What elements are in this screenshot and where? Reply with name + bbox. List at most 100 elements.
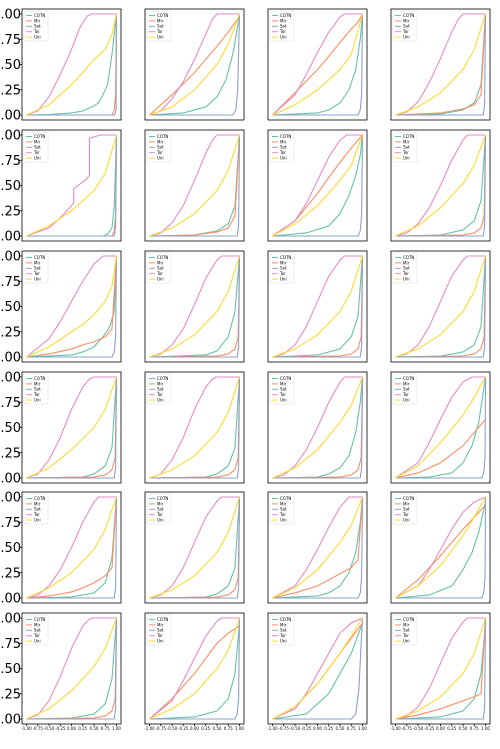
- legend-label-cotn: COTN: [403, 134, 414, 139]
- series-cotn: [272, 622, 364, 720]
- legend-box: [23, 373, 49, 405]
- x-tick-label: 0.25: [78, 726, 87, 731]
- series-sat: [272, 496, 364, 599]
- series-cotn: [272, 376, 364, 479]
- legend-label-tor: Tor: [402, 633, 409, 638]
- legend-label-mir: Mir: [157, 139, 164, 144]
- axes-frame: [144, 491, 245, 604]
- legend-label-tor: Tor: [279, 392, 286, 397]
- legend-label-mir: Mir: [157, 622, 164, 627]
- legend-label-sat: Sat: [157, 387, 164, 392]
- y-tick-label: 0.00: [0, 592, 21, 607]
- x-tick-label: 0.75: [224, 726, 233, 731]
- series-sat: [272, 13, 364, 116]
- legend-label-sat: Sat: [403, 507, 410, 512]
- axes-frame: [390, 371, 491, 484]
- legend-label-tor: Tor: [279, 633, 286, 638]
- legend-label-cotn: COTN: [403, 255, 414, 260]
- y-tick-label: 0.00: [0, 351, 21, 366]
- series-mir: [149, 134, 241, 237]
- y-tick-label: 0.75: [0, 516, 21, 531]
- legend-label-uni: Uni: [157, 518, 164, 523]
- series-uni: [149, 255, 241, 358]
- legend-box: [23, 131, 49, 163]
- legend-label-mir: Mir: [280, 139, 287, 144]
- series-cotn: [26, 255, 118, 358]
- series-cotn: [26, 13, 118, 116]
- x-tick-label: -0.75: [33, 726, 44, 731]
- legend-label-cotn: COTN: [280, 376, 291, 381]
- legend-label-sat: Sat: [34, 145, 41, 150]
- legend-box: [269, 252, 295, 284]
- series-mir: [149, 15, 240, 116]
- legend-label-sat: Sat: [280, 145, 287, 150]
- series-tor: [26, 376, 117, 479]
- series-cotn: [395, 501, 487, 599]
- y-tick-label: 0.00: [0, 713, 21, 728]
- legend-box: [392, 252, 418, 284]
- legend-label-mir: Mir: [157, 381, 164, 386]
- legend-label-cotn: COTN: [280, 13, 291, 18]
- legend-box: [269, 493, 295, 525]
- legend-label-uni: Uni: [403, 398, 410, 403]
- series-mir: [272, 134, 363, 237]
- x-tick-label: -0.25: [178, 726, 189, 731]
- y-tick-label: 0.50: [0, 300, 21, 315]
- x-tick-label: 0.50: [90, 726, 99, 731]
- y-tick-label: 0.50: [0, 179, 21, 194]
- legend-label-tor: Tor: [156, 512, 163, 517]
- series-uni: [395, 496, 486, 599]
- legend-label-mir: Mir: [157, 18, 164, 23]
- x-tick-label: 0.25: [324, 726, 333, 731]
- legend-label-cotn: COTN: [34, 376, 45, 381]
- legend-label-uni: Uni: [34, 398, 41, 403]
- legend-box: [392, 493, 418, 525]
- series-cotn: [395, 376, 487, 479]
- legend-label-tor: Tor: [33, 633, 40, 638]
- legend-label-cotn: COTN: [34, 134, 45, 139]
- legend-box: [23, 493, 49, 525]
- legend-label-uni: Uni: [34, 277, 41, 282]
- series-sat: [149, 13, 241, 116]
- y-tick-label: 0.50: [0, 541, 21, 556]
- legend-label-sat: Sat: [403, 628, 410, 633]
- legend-label-cotn: COTN: [157, 376, 168, 381]
- series-tor: [149, 617, 240, 720]
- legend-label-cotn: COTN: [157, 617, 168, 622]
- series-uni: [272, 496, 364, 599]
- series-mir: [149, 625, 240, 720]
- series-uni: [395, 13, 487, 116]
- x-tick-label: 1.00: [481, 726, 490, 731]
- legend-label-uni: Uni: [34, 639, 41, 644]
- series-uni: [395, 376, 486, 479]
- y-tick-label: 0.75: [0, 275, 21, 290]
- legend-label-tor: Tor: [156, 150, 163, 155]
- legend-label-cotn: COTN: [280, 496, 291, 501]
- legend-label-uni: Uni: [280, 398, 287, 403]
- y-tick-label: 1.00: [0, 129, 21, 144]
- series-sat: [395, 376, 487, 479]
- legend-label-tor: Tor: [279, 29, 286, 34]
- series-tor: [395, 134, 486, 237]
- series-tor: [272, 376, 363, 479]
- series-uni: [26, 13, 118, 116]
- series-tor: [149, 496, 240, 599]
- series-tor: [26, 617, 117, 720]
- legend-label-uni: Uni: [403, 518, 410, 523]
- legend-label-mir: Mir: [157, 260, 164, 265]
- axes-frame: [267, 250, 368, 363]
